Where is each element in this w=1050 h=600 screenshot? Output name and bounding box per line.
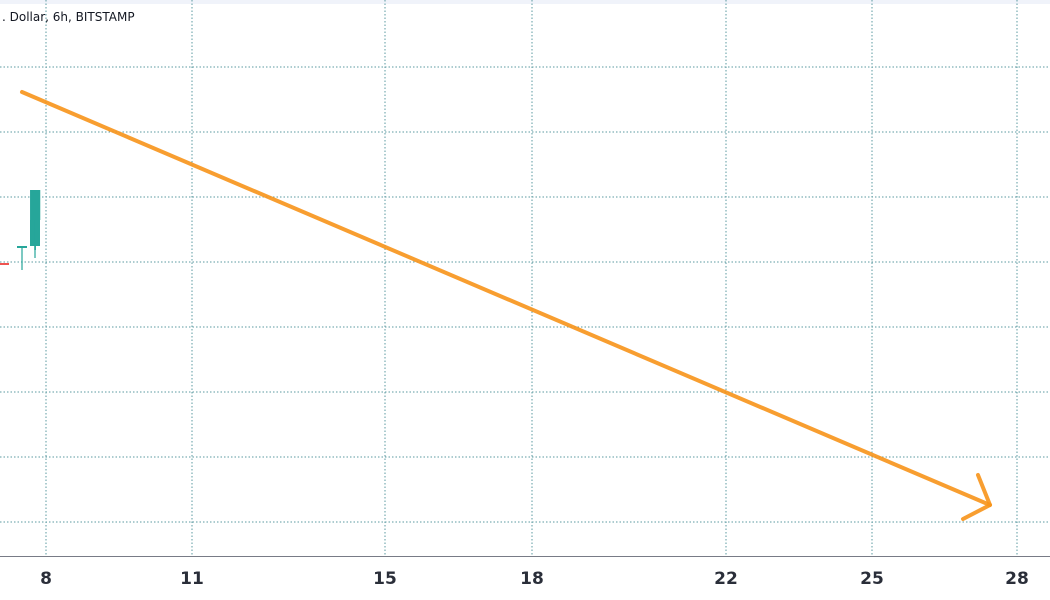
x-axis-line xyxy=(0,556,1050,557)
x-tick-label: 28 xyxy=(1005,569,1029,589)
x-tick-label: 25 xyxy=(860,569,884,589)
price-chart[interactable] xyxy=(0,0,1050,556)
time-axis[interactable]: 8 11 15 18 22 25 28 xyxy=(0,557,1050,600)
x-tick-label: 18 xyxy=(520,569,544,589)
x-tick-label: 15 xyxy=(373,569,397,589)
bullish-candle[interactable] xyxy=(30,190,41,250)
bullish-candle[interactable] xyxy=(17,246,27,270)
x-tick-label: 8 xyxy=(40,569,52,589)
x-tick-label: 11 xyxy=(180,569,204,589)
x-tick-label: 22 xyxy=(714,569,738,589)
bearish-candle[interactable] xyxy=(0,263,9,265)
top-toolbar-strip xyxy=(0,0,1050,4)
trendline[interactable] xyxy=(20,90,992,507)
trendline-arrowhead-icon xyxy=(961,473,992,521)
chart-title: . Dollar, 6h, BITSTAMP xyxy=(2,10,135,24)
